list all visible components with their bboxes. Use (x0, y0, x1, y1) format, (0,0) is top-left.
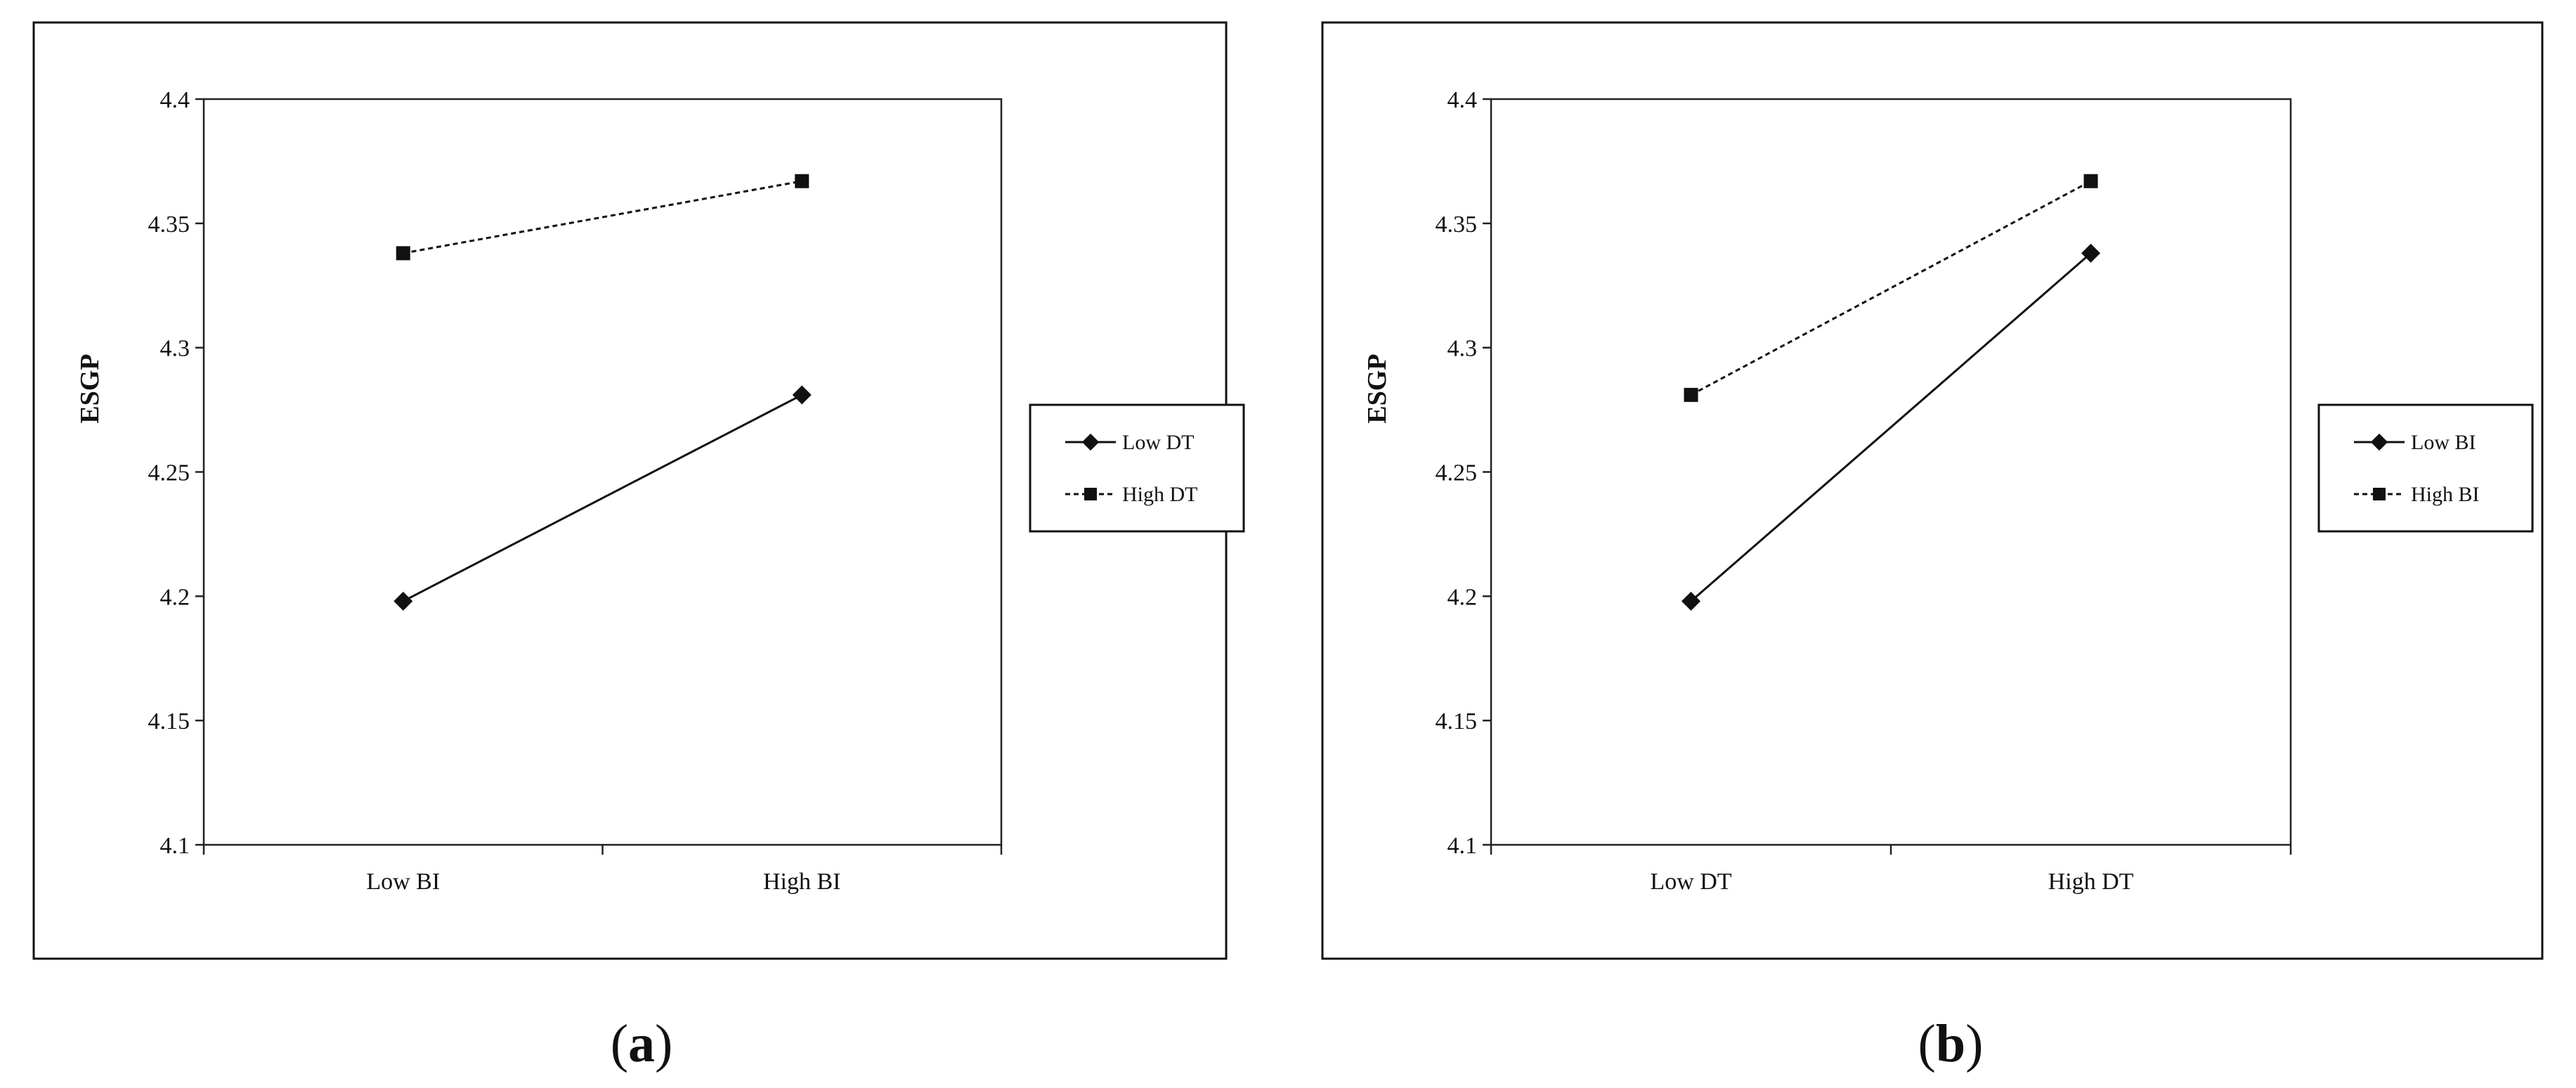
y-tick-label: 4.4 (1448, 87, 1478, 113)
series-line-low (1690, 252, 2092, 602)
diamond-marker (2370, 433, 2388, 451)
square-marker (1084, 488, 1097, 500)
chart-frame (1321, 21, 2544, 960)
y-tick-label: 4.25 (148, 460, 190, 486)
chart-panel-b: 4.1 4.15 4.2 4.25 4.3 4.35 4.4 Low DT High DT ESG… (1321, 21, 2544, 1073)
series-line-high (1690, 180, 2092, 396)
x-tick-label: High DT (2048, 869, 2134, 895)
panel-caption: (b) (1918, 1014, 1984, 1073)
x-tick-label: Low BI (366, 869, 440, 895)
y-axis-label: ESGP (1362, 354, 1392, 423)
legend-box (1029, 403, 1245, 533)
plot-area (1490, 98, 2292, 846)
diamond-marker (393, 591, 413, 611)
legend-label: Low BI (2411, 431, 2476, 454)
series-line-high (403, 180, 802, 254)
diamond-marker (1081, 433, 1100, 451)
panel-caption-letter: a (628, 1014, 655, 1073)
panel-caption-letter: b (1936, 1014, 1965, 1073)
legend-box (2317, 403, 2534, 533)
y-tick-label: 4.3 (1448, 336, 1478, 362)
square-marker (2373, 488, 2386, 500)
plot-area (202, 98, 1003, 846)
diamond-marker (792, 385, 812, 405)
y-axis-label: ESGP (75, 354, 105, 423)
chart-panel-a: 4.1 4.15 4.2 4.25 4.3 4.35 4.4 Low BI High BI ESG… (32, 21, 1245, 1073)
y-tick-label: 4.15 (148, 708, 190, 734)
y-tick-label: 4.1 (1448, 833, 1478, 859)
square-marker (396, 246, 410, 261)
diamond-marker (2081, 243, 2100, 263)
x-tick-label: Low DT (1650, 869, 1731, 895)
y-tick-label: 4.3 (160, 336, 190, 362)
y-tick-label: 4.35 (148, 212, 190, 238)
x-tick-label: High BI (763, 869, 841, 895)
square-marker (2083, 174, 2098, 188)
y-tick-label: 4.1 (160, 833, 190, 859)
y-tick-label: 4.2 (1448, 584, 1478, 610)
legend-label: High DT (1122, 483, 1198, 506)
y-tick-label: 4.35 (1436, 212, 1478, 238)
y-tick-label: 4.15 (1436, 708, 1478, 734)
legend-label: High BI (2411, 483, 2480, 506)
series-line-low (403, 394, 802, 602)
square-marker (1684, 387, 1698, 402)
y-tick-label: 4.2 (160, 584, 190, 610)
square-marker (795, 174, 809, 188)
y-tick-label: 4.25 (1436, 460, 1478, 486)
y-tick-label: 4.4 (160, 87, 190, 113)
legend-label: Low DT (1122, 431, 1194, 454)
panel-caption: (a) (611, 1014, 673, 1073)
diamond-marker (1681, 591, 1700, 611)
